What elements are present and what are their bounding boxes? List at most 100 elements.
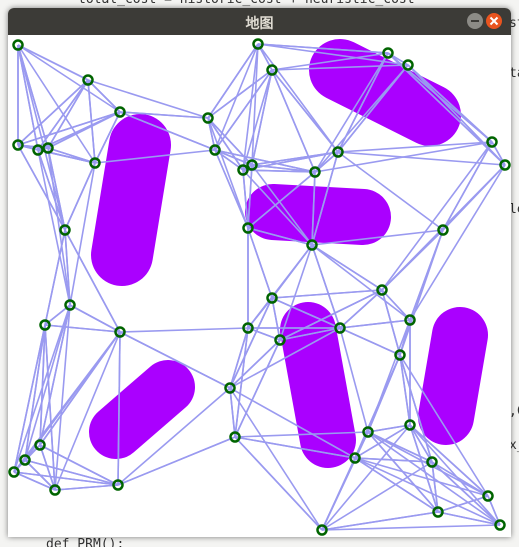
edge xyxy=(339,327,401,356)
code-line: total_cost = historic_cost + heuristic_c… xyxy=(78,0,415,7)
edge xyxy=(337,151,506,166)
edge xyxy=(271,64,409,71)
edge xyxy=(409,424,489,497)
edge xyxy=(234,436,356,459)
edge xyxy=(47,147,66,231)
node xyxy=(242,322,254,334)
node xyxy=(349,452,361,464)
node xyxy=(89,157,101,169)
edge xyxy=(229,387,323,531)
node xyxy=(82,74,94,86)
edge xyxy=(207,117,253,166)
edge xyxy=(381,141,493,291)
node xyxy=(42,142,54,154)
window: 地图 xyxy=(8,8,511,537)
edge xyxy=(17,44,89,81)
edge xyxy=(94,111,121,164)
code-line: def PRM(): xyxy=(46,537,125,547)
nodes xyxy=(8,38,511,536)
node xyxy=(432,506,444,518)
edge xyxy=(13,304,71,473)
edge xyxy=(247,297,273,329)
edge xyxy=(381,289,411,321)
edge xyxy=(257,43,389,54)
window-buttons xyxy=(467,13,502,29)
edge xyxy=(229,387,356,459)
edge xyxy=(251,164,313,246)
edge xyxy=(257,43,339,153)
obstacle xyxy=(280,302,356,468)
edge xyxy=(354,457,439,513)
edge xyxy=(242,43,259,171)
edge xyxy=(409,424,439,513)
edge xyxy=(339,319,411,329)
edge xyxy=(229,339,281,389)
edge xyxy=(314,52,389,173)
edge xyxy=(247,227,313,246)
edge xyxy=(381,229,444,291)
node xyxy=(64,299,76,311)
edge xyxy=(337,52,389,153)
code-fragment: st xyxy=(509,16,519,31)
close-button[interactable] xyxy=(486,13,502,29)
edge xyxy=(271,244,313,299)
edge xyxy=(367,431,501,526)
code-fragment: x_ xyxy=(509,438,519,453)
edge xyxy=(214,149,316,173)
edge xyxy=(387,52,506,166)
edge xyxy=(13,471,56,491)
edge xyxy=(54,331,121,491)
edge xyxy=(69,162,96,306)
node xyxy=(334,322,346,334)
edge xyxy=(54,484,119,491)
node xyxy=(426,456,438,468)
edge xyxy=(17,44,121,113)
edge xyxy=(399,354,489,497)
node xyxy=(237,164,249,176)
edge xyxy=(271,69,316,173)
edge xyxy=(339,327,369,433)
obstacle xyxy=(89,360,195,459)
node xyxy=(437,224,449,236)
minimize-button[interactable] xyxy=(467,13,483,29)
node xyxy=(39,319,51,331)
edge xyxy=(87,79,121,113)
edge xyxy=(247,164,253,229)
edge xyxy=(54,304,71,491)
edge xyxy=(311,229,444,246)
window-title: 地图 xyxy=(245,16,274,32)
node xyxy=(362,426,374,438)
edge xyxy=(117,387,231,486)
edge xyxy=(409,424,501,526)
edge xyxy=(17,44,96,164)
edge xyxy=(17,79,89,146)
edge xyxy=(242,169,249,229)
edge xyxy=(279,289,383,341)
edge xyxy=(44,324,56,491)
edge xyxy=(64,162,96,231)
title-bar: 地图 xyxy=(8,8,511,35)
edge xyxy=(251,69,273,166)
edge xyxy=(207,69,273,119)
node xyxy=(59,224,71,236)
node xyxy=(482,490,494,502)
edge xyxy=(409,424,433,463)
edge xyxy=(311,171,316,246)
edge xyxy=(337,141,493,153)
edge xyxy=(13,324,46,473)
node xyxy=(12,139,24,151)
edge xyxy=(234,339,281,438)
edge xyxy=(271,52,389,71)
edge xyxy=(409,164,506,321)
node xyxy=(242,222,254,234)
node xyxy=(382,47,394,59)
edge xyxy=(207,43,259,119)
code-fragment: le xyxy=(509,202,519,217)
node xyxy=(49,484,61,496)
node xyxy=(494,519,506,531)
node xyxy=(274,334,286,346)
node xyxy=(252,38,264,50)
node xyxy=(499,159,511,171)
edge xyxy=(234,436,323,531)
edge xyxy=(271,289,383,299)
